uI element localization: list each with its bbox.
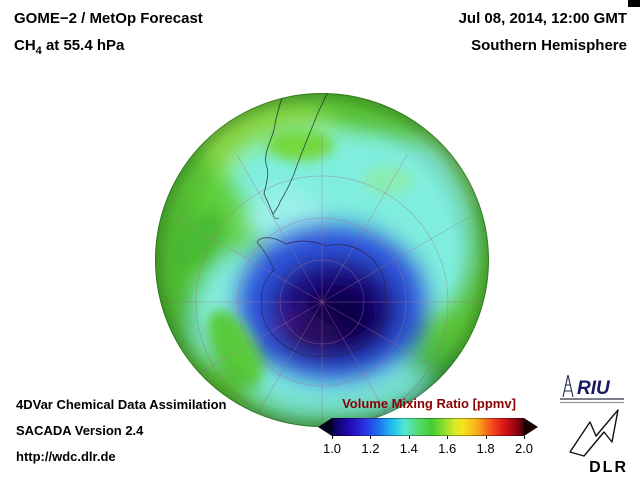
colorbar-gradient [332,418,524,436]
dlr-logo-graphic: DLR [569,409,628,476]
dlr-swoosh-icon [569,409,619,457]
hemisphere-label: Southern Hemisphere [471,37,627,54]
title-block: GOME−2 / MetOp Forecast CH4 at 55.4 hPa [14,10,203,60]
tick-label: 1.2 [361,441,380,456]
instrument-title: GOME−2 / MetOp Forecast [14,10,203,27]
tick-label: 1.0 [322,441,342,456]
colorbar: Volume Mixing Ratio [ppmv] 1.0 1.2 1.4 1… [318,396,540,459]
tick-mark [408,436,410,439]
tick-mark [447,436,449,439]
colorbar-left-arrow-icon [318,418,332,436]
species-subscript: 4 [35,45,42,57]
colorbar-ticks: 1.0 1.2 1.4 1.6 1.8 2.0 [318,436,540,459]
species-suffix: at 55.4 hPa [41,37,125,54]
tick-mark [485,436,487,439]
species-prefix: CH [14,37,36,54]
date-block: Jul 08, 2014, 12:00 GMT Southern Hemisph… [459,10,627,55]
dlr-logo-text: DLR [589,459,628,476]
riu-logo-text: RIU [577,378,611,399]
riu-logo: RIU [560,372,628,411]
species-level-title: CH4 at 55.4 hPa [14,37,203,60]
tick-mark [370,436,372,439]
riu-logo-graphic: RIU [560,374,624,404]
version-label: SACADA Version 2.4 [16,423,144,438]
colorbar-right-arrow-icon [524,418,538,436]
assimilation-label: 4DVar Chemical Data Assimilation [16,397,227,412]
tick-label: 1.6 [438,441,457,456]
datetime-label: Jul 08, 2014, 12:00 GMT [458,10,627,27]
tick-mark [524,436,525,439]
ch4-field [155,93,489,427]
hemisphere-globe [152,90,492,430]
website-label: http://wdc.dlr.de [16,449,116,464]
colorbar-title: Volume Mixing Ratio [ppmv] [342,396,516,411]
tick-mark [332,436,333,439]
window-corner-mark [628,0,640,7]
tick-label: 2.0 [514,441,534,456]
globe-map [155,93,489,427]
credits-block: 4DVar Chemical Data Assimilation SACADA … [16,398,227,476]
tick-label: 1.4 [399,441,418,456]
riu-mast-icon [562,374,574,398]
colorbar-gradient-bar [318,418,540,436]
tick-label: 1.8 [476,441,495,456]
dlr-logo: DLR [566,408,630,480]
